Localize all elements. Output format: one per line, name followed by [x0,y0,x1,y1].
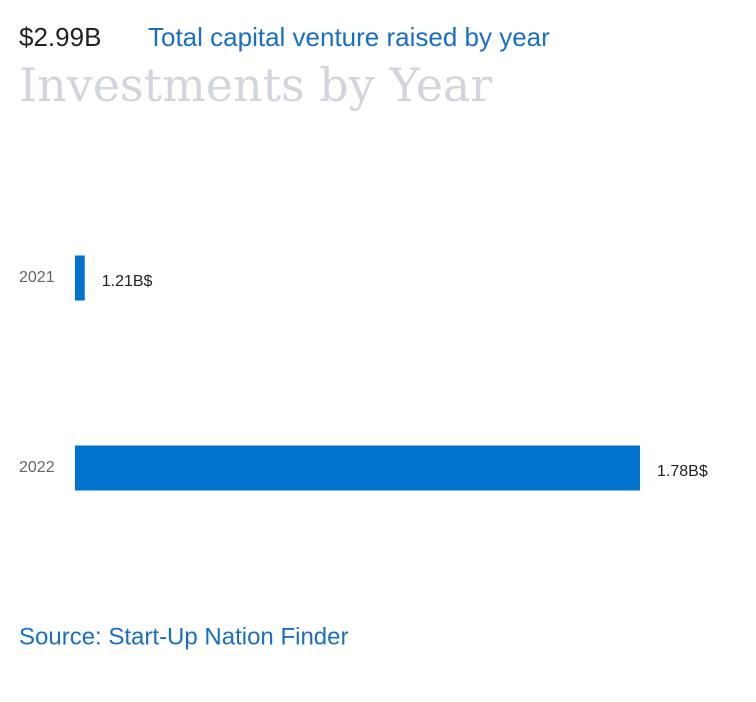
kpi-value: $2.99B [19,22,101,52]
y-tick-label: 2022 [19,459,55,476]
chart-title: Investments by Year [19,58,492,112]
bar [75,255,85,301]
bar [75,445,640,491]
source: Source: Start-Up Nation Finder [19,623,348,650]
value-label: 1.78B$ [657,463,708,480]
y-tick-label: 2021 [19,269,55,286]
chart-subtitle: Total capital venture raised by year [148,22,550,52]
value-label: 1.21B$ [102,273,153,290]
